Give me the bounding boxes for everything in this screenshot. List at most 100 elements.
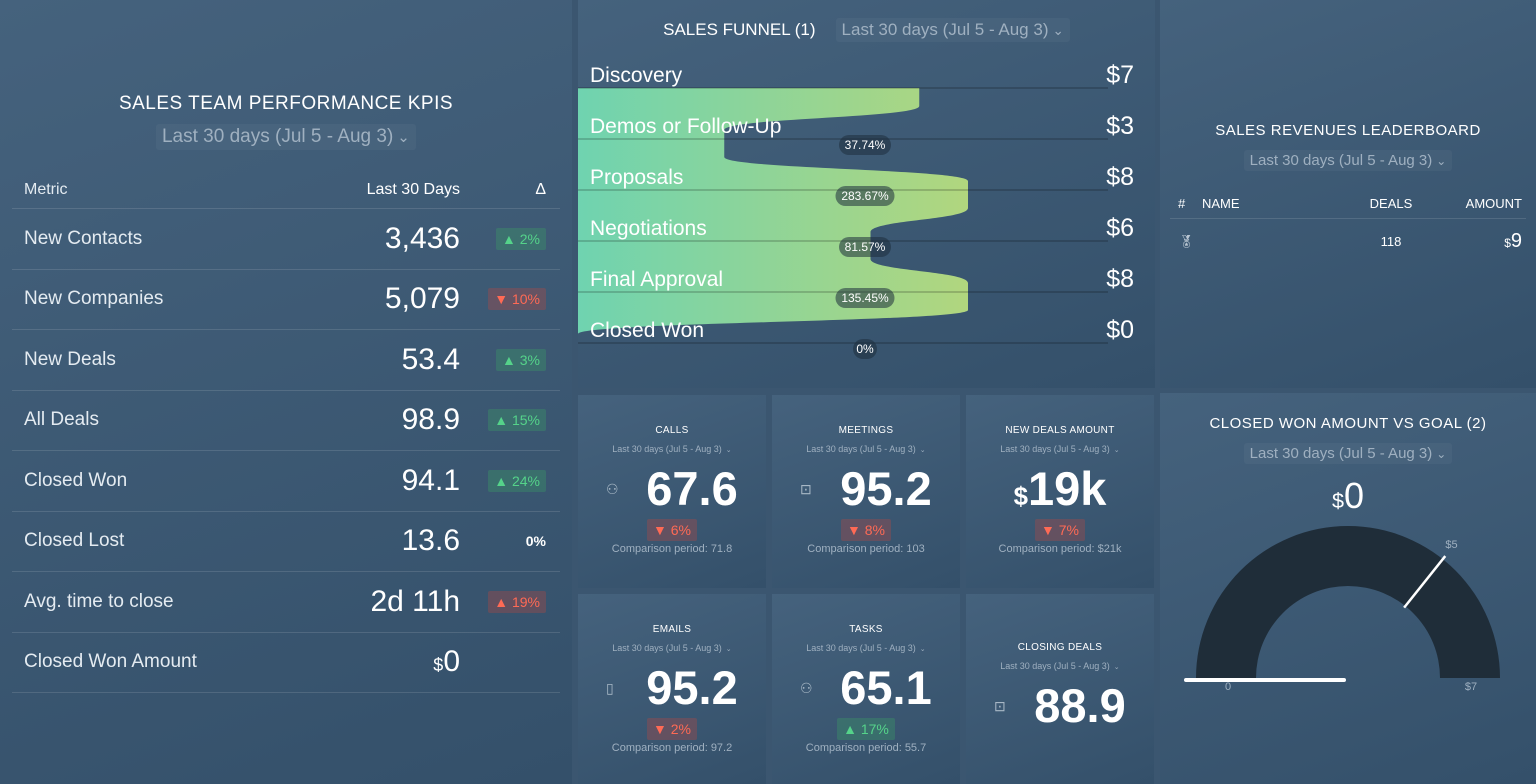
delta-badge: ▼ 7% [1035, 519, 1085, 541]
metric-value-text: 3,436 [384, 221, 460, 255]
metric-value: $0 [260, 645, 460, 679]
kpi-row: New Deals 53.4 ▲ 3% [12, 330, 560, 391]
metric-tile: CALLS Last 30 days (Jul 5 - Aug 3) ⌄ ⚇ 67… [578, 395, 766, 588]
conversion-rate: 81.57% [845, 240, 886, 254]
funnel-shape [578, 88, 968, 343]
funnel-stage-value: $8 [1106, 265, 1134, 293]
funnel-stage-value: $7 [1106, 61, 1134, 89]
tile-value-text: 67.6 [646, 462, 738, 515]
conversion-pill [835, 186, 895, 206]
tile-title: EMAILS [652, 624, 692, 635]
currency-symbol: $ [1331, 488, 1344, 513]
tile-title: NEW DEALS AMOUNT [1005, 425, 1115, 436]
date-range-dropdown[interactable]: Last 30 days (Jul 5 - Aug 3) ⌄ [1243, 443, 1453, 464]
header-delta: Δ [535, 181, 546, 198]
funnel-stage-label: Negotiations [590, 217, 707, 240]
gauge-panel: CLOSED WON AMOUNT VS GOAL (2) Last 30 da… [1160, 393, 1536, 784]
leaderboard-row[interactable]: 🏅︎ 118 $9 [1170, 230, 1526, 253]
date-range-dropdown[interactable]: Last 30 days (Jul 5 - Aug 3) ⌄ [800, 442, 932, 456]
date-range-label: Last 30 days (Jul 5 - Aug 3) [806, 444, 916, 454]
chevron-down-icon: ⌄ [725, 445, 732, 454]
funnel-stage-label: Proposals [590, 166, 683, 189]
briefcase-icon: ⊡ [994, 698, 1006, 714]
funnel-stage-value: $0 [1106, 316, 1134, 344]
goal-marker [1403, 555, 1447, 609]
funnel-stage-value: $8 [1106, 163, 1134, 191]
panel-title: SALES TEAM PERFORMANCE KPIS [118, 93, 454, 114]
kpi-row: Closed Won 94.1 ▲ 24% [12, 451, 560, 512]
kpi-panel: SALES TEAM PERFORMANCE KPIS Last 30 days… [0, 0, 572, 784]
metric-value-text: 98.9 [401, 403, 460, 437]
comparison-text: Comparison period: 103 [807, 543, 925, 555]
chevron-down-icon: ⌄ [919, 644, 926, 653]
conversion-pill [835, 288, 895, 308]
delta-badge: ▼ 10% [488, 288, 546, 311]
delta-badge: ▼ 8% [841, 519, 891, 541]
metric-name: Closed Won [24, 469, 128, 491]
medal-icon: 🏅︎ [1178, 233, 1195, 249]
briefcase-icon: ⊡ [800, 481, 812, 497]
delta-badge: ▲ 3% [496, 348, 546, 371]
funnel-stage-label: Final Approval [590, 268, 723, 291]
metric-value: 94.1 [260, 464, 460, 498]
tile-value-text: 95.2 [646, 661, 738, 714]
chevron-down-icon: ⌄ [919, 445, 926, 454]
funnel-chart: Discovery $7 Demos or Follow-Up $3 37.74% Pro… [578, 61, 1134, 359]
date-range-dropdown[interactable]: Last 30 days (Jul 5 - Aug 3) ⌄ [606, 442, 738, 456]
tile-value-text: 65.1 [840, 661, 932, 714]
metric-name: Avg. time to close [24, 590, 174, 612]
metric-name: Closed Lost [24, 530, 125, 552]
metric-value: 2d 11h [260, 585, 460, 619]
user-icon: ⚇ [800, 680, 813, 696]
tile-value-text: 95.2 [840, 462, 932, 515]
gauge-min-label: 0 [1225, 681, 1231, 693]
panel-title: SALES FUNNEL (1) [663, 20, 816, 39]
header-value: Last 30 Days [366, 181, 460, 198]
metric-name: New Deals [24, 348, 116, 370]
tile-value: 67.6 [578, 461, 766, 516]
tile-title: CLOSING DEALS [1017, 642, 1103, 653]
tile-value: 88.9 [966, 678, 1154, 733]
conversion-rate: 135.45% [841, 291, 889, 305]
date-range-dropdown[interactable]: Last 30 days (Jul 5 - Aug 3) ⌄ [835, 18, 1070, 42]
date-range-dropdown[interactable]: Last 30 days (Jul 5 - Aug 3) ⌄ [800, 641, 932, 655]
conversion-pill [853, 339, 877, 359]
gauge-chart: $5 0 $7 [1184, 526, 1500, 693]
header-metric: Metric [24, 181, 68, 198]
date-range-dropdown[interactable]: Last 30 days (Jul 5 - Aug 3) ⌄ [155, 124, 417, 150]
metric-tile: TASKS Last 30 days (Jul 5 - Aug 3) ⌄ ⚇ 65… [772, 594, 960, 784]
metric-value-text: 0 [443, 645, 460, 679]
kpi-table: Metric Last 30 Days Δ New Contacts 3,436… [12, 172, 560, 693]
kpi-row: Avg. time to close 2d 11h ▲ 19% [12, 572, 560, 633]
gauge-value-text: 0 [1343, 475, 1365, 516]
document-icon: ▯ [606, 680, 614, 696]
deals-cell: 118 [1380, 234, 1402, 249]
metric-name: New Contacts [24, 227, 143, 249]
date-range-dropdown[interactable]: Last 30 days (Jul 5 - Aug 3) ⌄ [994, 659, 1126, 673]
tile-title: TASKS [849, 624, 883, 635]
date-range-dropdown[interactable]: Last 30 days (Jul 5 - Aug 3) ⌄ [1243, 150, 1453, 171]
tile-value: $19k [966, 461, 1154, 516]
amount-cell: 9 [1510, 230, 1522, 252]
date-range-dropdown[interactable]: Last 30 days (Jul 5 - Aug 3) ⌄ [606, 641, 738, 655]
conversion-rate: 283.67% [841, 189, 889, 203]
gauge-value: $0 [1160, 475, 1536, 517]
conversion-pill [839, 135, 891, 155]
header-deals: DEALS [1369, 196, 1413, 211]
currency-symbol: $ [433, 655, 444, 676]
conversion-rate: 37.74% [845, 138, 886, 152]
delta-badge: ▼ 6% [647, 519, 697, 541]
date-range-dropdown[interactable]: Last 30 days (Jul 5 - Aug 3) ⌄ [994, 442, 1126, 456]
metric-name: Closed Won Amount [24, 651, 197, 673]
date-range-label: Last 30 days (Jul 5 - Aug 3) [1249, 445, 1433, 462]
currency-symbol: $ [1504, 236, 1511, 250]
conversion-rate: 0% [856, 342, 874, 356]
comparison-text: Comparison period: 55.7 [805, 742, 927, 754]
date-range-label: Last 30 days (Jul 5 - Aug 3) [841, 20, 1049, 39]
metric-name: New Companies [24, 288, 164, 310]
metric-tile: EMAILS Last 30 days (Jul 5 - Aug 3) ⌄ ▯ 9… [578, 594, 766, 784]
chevron-down-icon: ⌄ [1052, 23, 1064, 38]
metric-name: All Deals [24, 409, 99, 431]
comparison-text: Comparison period: 71.8 [611, 543, 733, 555]
chevron-down-icon: ⌄ [725, 644, 732, 653]
